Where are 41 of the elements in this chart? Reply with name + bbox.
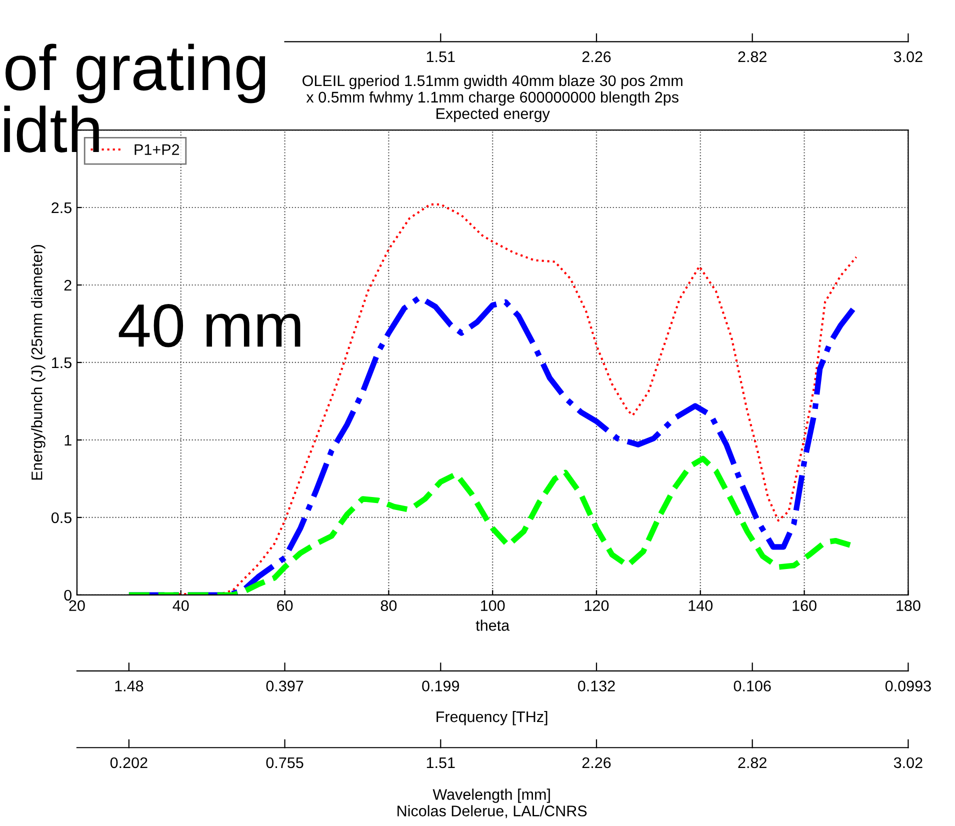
text: Nicolas Delerue, LAL/CNRS (398, 805, 587, 818)
text: 1.48 (115, 680, 144, 692)
x-axis-title: theta (476, 620, 510, 631)
text: 0.202 (110, 757, 148, 768)
x-tick-label: 160 (792, 600, 816, 612)
chart-title: OLEIL gperiod 1.51mm gwidth 40mm blaze 30 pos 2mm x 0.5mm fwhmy 1.1mm charge 600000000 blength 2ps Expected energy (302, 74, 682, 122)
y-tick-label: 2.5 (52, 202, 72, 214)
text: 0.397 (266, 680, 304, 692)
text: 1.51 (426, 757, 455, 768)
x-tick-label: 180 (896, 600, 920, 612)
text: 0.755 (266, 757, 304, 768)
text: 2.82 (738, 51, 766, 62)
annotation: idth (4, 106, 99, 153)
text: Frequency [THz] (436, 710, 548, 726)
text: 2.26 (582, 757, 611, 768)
annotation: 40 mm (118, 304, 300, 348)
x-tick-label: 100 (481, 600, 505, 612)
text: 3.02 (894, 757, 922, 768)
x-tick-label: 60 (277, 600, 293, 612)
x-tick-label: 80 (380, 600, 397, 612)
text: 0.106 (734, 680, 771, 692)
legend-label: P1+P2 (134, 144, 180, 155)
x-tick-label: 20 (69, 600, 85, 612)
text: 0.132 (578, 680, 615, 692)
y-tick-label: 1 (64, 435, 72, 446)
x-tick-label: 40 (172, 600, 189, 612)
text: 1.51 (426, 52, 455, 62)
text: 0.0993 (885, 680, 931, 692)
y-tick-label: 2 (64, 280, 72, 291)
text: 3.02 (894, 51, 922, 62)
text: Wavelength [mm] (432, 788, 550, 803)
y-tick-label: 0 (64, 590, 72, 601)
text: of grating (6, 44, 266, 104)
x-tick-label: 140 (688, 600, 713, 612)
y-tick-label: 1.5 (52, 358, 72, 368)
text: 2.26 (582, 51, 611, 62)
y-axis-title: Energy/bunch (J) (25mm diameter) (31, 244, 46, 480)
y-tick-label: 0.5 (51, 512, 72, 524)
text: 2.82 (738, 757, 766, 768)
text: 0.199 (422, 680, 460, 692)
x-tick-label: 120 (584, 600, 609, 612)
